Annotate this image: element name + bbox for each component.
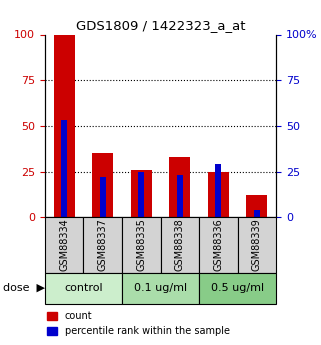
Text: GSM88334: GSM88334 xyxy=(59,219,69,271)
Bar xyxy=(215,164,221,217)
FancyBboxPatch shape xyxy=(199,273,276,304)
Text: dose  ▶: dose ▶ xyxy=(3,283,45,293)
FancyBboxPatch shape xyxy=(238,217,276,273)
Legend: count, percentile rank within the sample: count, percentile rank within the sample xyxy=(43,307,234,340)
Bar xyxy=(92,153,113,217)
Bar xyxy=(208,171,229,217)
Bar xyxy=(138,171,144,217)
Bar xyxy=(254,210,260,217)
Bar xyxy=(246,195,267,217)
Text: GSM88336: GSM88336 xyxy=(213,219,223,271)
Text: GSM88338: GSM88338 xyxy=(175,219,185,271)
Text: 0.1 ug/ml: 0.1 ug/ml xyxy=(134,283,187,293)
FancyBboxPatch shape xyxy=(122,273,199,304)
FancyBboxPatch shape xyxy=(83,217,122,273)
FancyBboxPatch shape xyxy=(45,273,122,304)
FancyBboxPatch shape xyxy=(199,217,238,273)
FancyBboxPatch shape xyxy=(160,217,199,273)
Bar xyxy=(177,175,183,217)
Bar xyxy=(169,157,190,217)
Bar xyxy=(131,170,152,217)
Bar xyxy=(54,34,75,217)
Text: GSM88339: GSM88339 xyxy=(252,219,262,271)
FancyBboxPatch shape xyxy=(122,217,160,273)
Title: GDS1809 / 1422323_a_at: GDS1809 / 1422323_a_at xyxy=(76,19,245,32)
Text: control: control xyxy=(64,283,103,293)
Text: GSM88337: GSM88337 xyxy=(98,218,108,272)
Text: GSM88335: GSM88335 xyxy=(136,218,146,272)
FancyBboxPatch shape xyxy=(45,217,83,273)
Bar xyxy=(100,177,106,217)
Bar xyxy=(61,120,67,217)
Text: 0.5 ug/ml: 0.5 ug/ml xyxy=(211,283,264,293)
